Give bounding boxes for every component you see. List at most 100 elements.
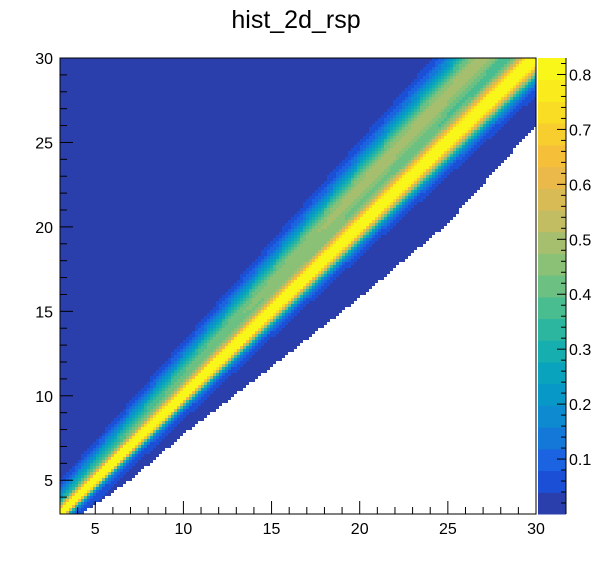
heatmap-cell	[294, 310, 300, 313]
heatmap-cell	[216, 367, 219, 370]
heatmap-cell	[300, 220, 303, 223]
heatmap-cell	[129, 418, 132, 421]
heatmap-cell	[195, 367, 198, 370]
heatmap-cell	[156, 385, 159, 388]
heatmap-cell	[297, 289, 300, 292]
heatmap-cell	[363, 151, 366, 154]
heatmap-cell	[213, 331, 216, 334]
heatmap-cell	[513, 64, 516, 67]
heatmap-cell	[177, 412, 180, 415]
heatmap-cell	[153, 385, 156, 388]
heatmap-cell	[60, 511, 66, 514]
heatmap-cell	[153, 391, 156, 394]
heatmap-cell	[462, 112, 465, 115]
heatmap-cell	[363, 253, 411, 256]
heatmap-cell	[192, 340, 195, 343]
heatmap-cell	[477, 121, 480, 124]
heatmap-cell	[216, 316, 219, 319]
plot-frame	[59, 57, 537, 515]
heatmap-cell	[213, 355, 216, 358]
heatmap-cell	[534, 76, 536, 79]
heatmap-cell	[165, 400, 168, 403]
heatmap-cell	[243, 292, 246, 295]
heatmap-cell	[276, 265, 282, 268]
heatmap-cell	[462, 106, 465, 109]
heatmap-cell	[423, 82, 426, 85]
heatmap-cell	[198, 340, 201, 343]
heatmap-cell	[390, 106, 396, 109]
heatmap-cell	[324, 193, 327, 196]
heatmap-cell	[114, 448, 117, 451]
heatmap-cell	[249, 325, 261, 328]
heatmap-cell	[483, 97, 486, 100]
heatmap-cell	[261, 280, 264, 283]
heatmap-cell	[402, 109, 405, 112]
heatmap-cell	[420, 109, 423, 112]
heatmap-cell	[390, 133, 393, 136]
heatmap-cell	[294, 235, 297, 238]
heatmap-cell	[285, 247, 288, 250]
heatmap-cell	[150, 376, 156, 379]
heatmap-cell	[447, 61, 450, 64]
x-tick-label: 5	[91, 521, 100, 538]
heatmap-cell	[402, 118, 405, 121]
heatmap-cell	[381, 190, 384, 193]
heatmap-cell	[288, 253, 291, 256]
heatmap-cell	[315, 226, 321, 229]
heatmap-cell	[429, 151, 444, 154]
heatmap-cell	[387, 136, 390, 139]
heatmap-cell	[234, 355, 237, 358]
heatmap-cell	[261, 346, 297, 349]
heatmap-cell	[132, 451, 135, 454]
heatmap-cell	[429, 172, 432, 175]
heatmap-cell	[126, 460, 129, 463]
heatmap-cell	[486, 133, 495, 136]
heatmap-cell	[480, 115, 483, 118]
heatmap-cell	[114, 442, 117, 445]
heatmap-cell	[384, 181, 387, 184]
heatmap-cell	[129, 454, 132, 457]
heatmap-cell	[285, 289, 297, 292]
heatmap-cell	[417, 73, 426, 76]
heatmap-cell	[393, 127, 396, 130]
heatmap-cell	[420, 157, 423, 160]
heatmap-cell	[60, 157, 345, 160]
heatmap-cell	[252, 289, 255, 292]
heatmap-cell	[474, 130, 477, 133]
heatmap-cell	[432, 136, 435, 139]
heatmap-cell	[444, 172, 450, 175]
heatmap-cell	[471, 103, 474, 106]
heatmap-cell	[240, 352, 243, 355]
heatmap-cell	[123, 424, 126, 427]
heatmap-cell	[426, 151, 429, 154]
heatmap-cell	[246, 292, 249, 295]
heatmap-cell	[219, 325, 222, 328]
heatmap-cell	[402, 130, 408, 133]
heatmap-cell	[78, 505, 81, 508]
heatmap-cell	[78, 481, 81, 484]
heatmap-cell	[246, 346, 249, 349]
heatmap-cell	[435, 175, 438, 178]
heatmap-cell	[450, 166, 459, 169]
heatmap-cell	[201, 397, 207, 400]
heatmap-cell	[393, 139, 399, 142]
heatmap-cell	[60, 343, 180, 346]
heatmap-cell	[147, 421, 150, 424]
heatmap-cell	[282, 313, 285, 316]
heatmap-cell	[156, 397, 162, 400]
heatmap-cell	[261, 274, 264, 277]
heatmap-cell	[429, 85, 432, 88]
heatmap-cell	[81, 505, 84, 508]
heatmap-cell	[291, 310, 294, 313]
heatmap-cell	[354, 181, 360, 184]
heatmap-cell	[90, 469, 93, 472]
heatmap-cell	[471, 133, 474, 136]
heatmap-cell	[444, 166, 447, 169]
heatmap-cell	[234, 358, 237, 361]
heatmap-cell	[345, 184, 348, 187]
heatmap-cell	[126, 466, 132, 469]
heatmap-cell	[522, 58, 525, 61]
heatmap-cell	[279, 247, 282, 250]
heatmap-cell	[285, 313, 288, 316]
heatmap-cell	[405, 112, 408, 115]
